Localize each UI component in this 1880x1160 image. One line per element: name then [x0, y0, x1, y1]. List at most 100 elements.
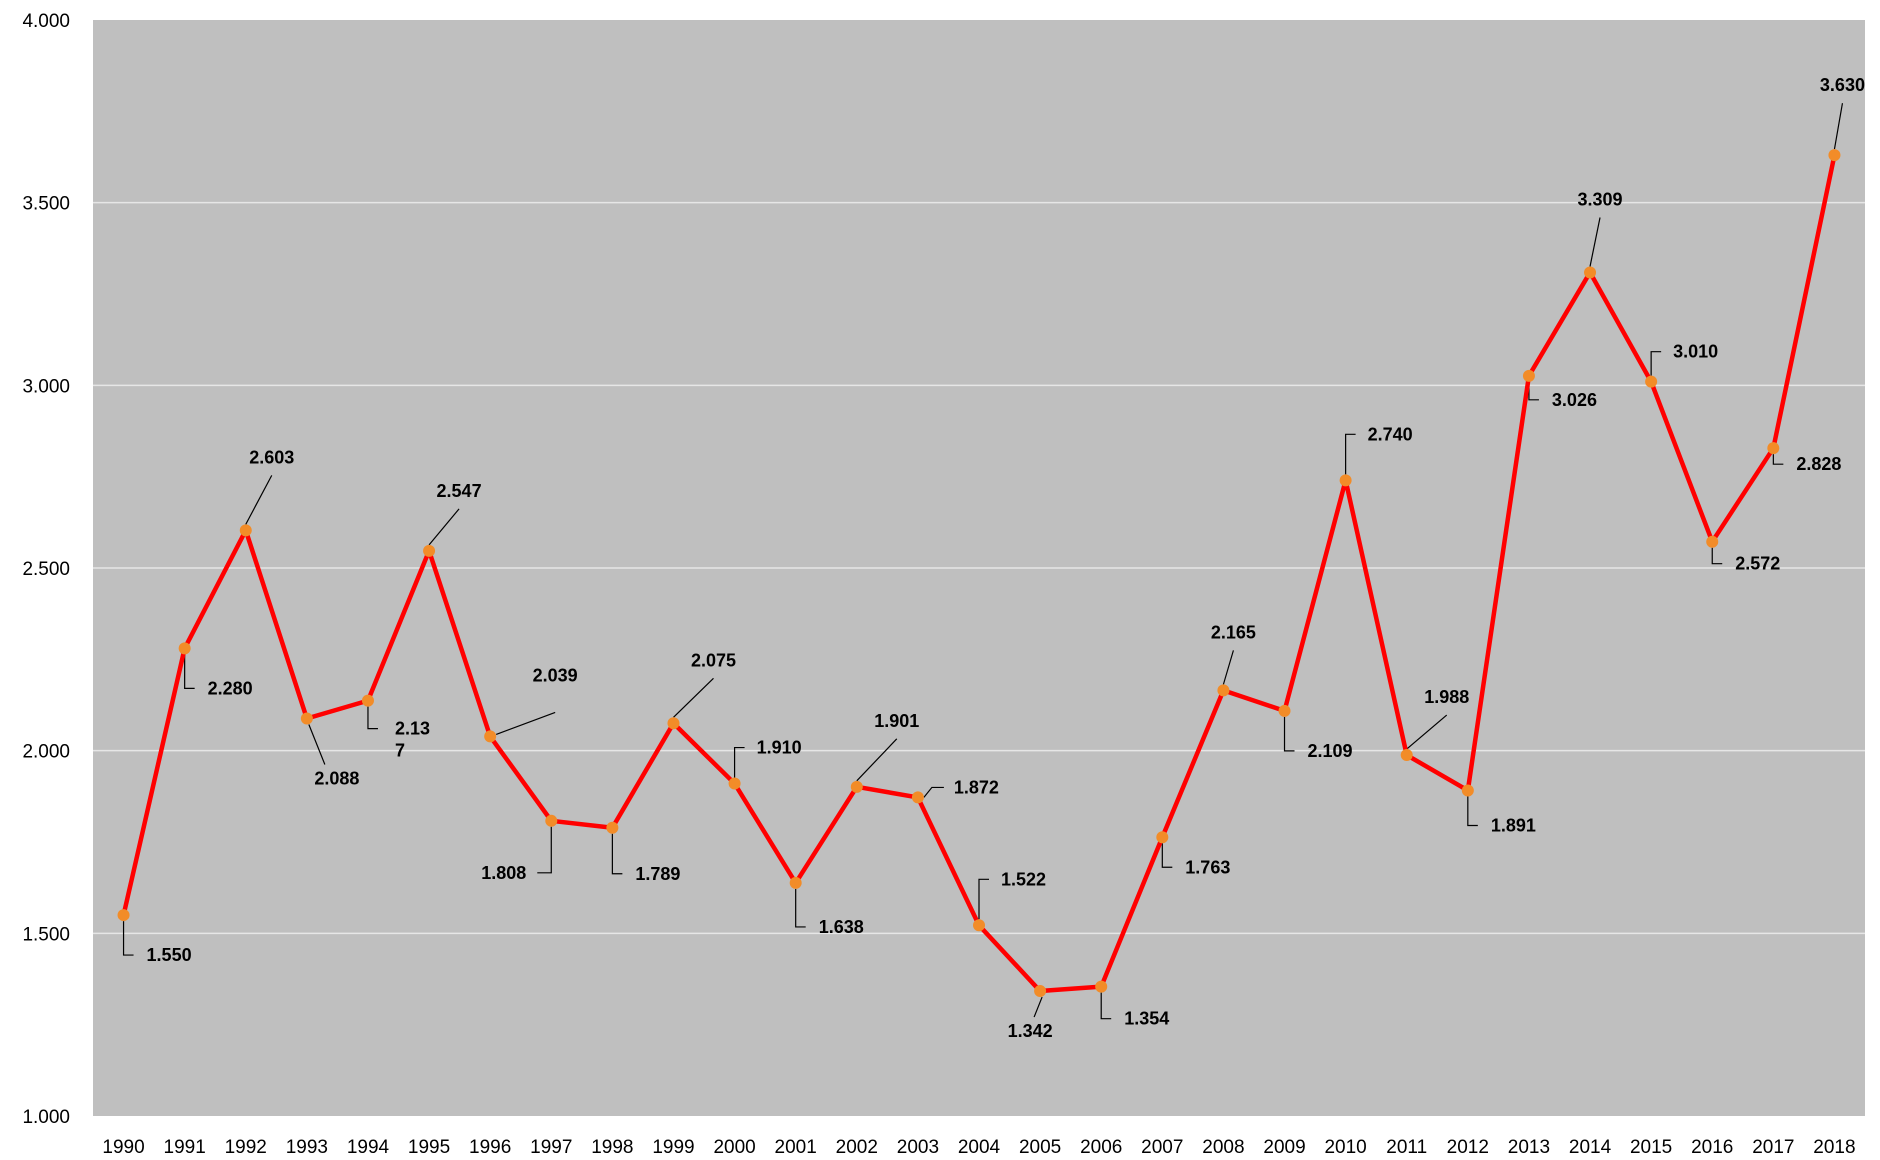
x-tick-label: 2013 [1508, 1137, 1550, 1158]
data-label: 3.309 [1578, 189, 1623, 209]
leader-line [978, 878, 989, 920]
x-tick-label: 1996 [469, 1137, 511, 1158]
data-label: 1.789 [635, 864, 680, 884]
x-tick-label: 2018 [1813, 1137, 1855, 1158]
x-tick-label: 1992 [225, 1137, 267, 1158]
leader-line [1772, 454, 1784, 465]
x-tick-label: 2011 [1386, 1137, 1427, 1158]
data-point [1339, 474, 1352, 487]
data-label: 2.088 [314, 769, 359, 789]
data-point [728, 777, 741, 790]
leader-line [122, 921, 134, 956]
data-point [1584, 266, 1597, 279]
x-tick-label: 2003 [897, 1137, 939, 1158]
x-tick-label: 2008 [1202, 1137, 1244, 1158]
leader-line [1283, 716, 1295, 752]
data-point [1522, 369, 1535, 382]
data-point [545, 814, 558, 827]
leader-line [1033, 996, 1043, 1018]
leader-line [1222, 650, 1234, 685]
data-label: 1.891 [1491, 815, 1536, 835]
data-point [239, 524, 252, 537]
leader-line [367, 706, 378, 730]
data-label: 1.763 [1185, 857, 1230, 877]
data-label: 1.808 [481, 863, 526, 883]
leader-line [673, 677, 714, 718]
data-label: 2.13 [395, 719, 430, 739]
leader-line [611, 833, 623, 875]
x-tick-label: 2004 [958, 1137, 1001, 1158]
data-point [423, 544, 436, 557]
x-tick-label: 1991 [164, 1137, 206, 1158]
x-axis: 1990 1991 1992 1993 1994 1995 1996 1997 1998 1999… [102, 1137, 1855, 1158]
data-label: 2.547 [437, 481, 482, 501]
data-point [789, 876, 802, 889]
leader-line [1833, 103, 1844, 150]
y-tick-label: 3.000 [22, 376, 70, 397]
data-label: 1.901 [874, 711, 919, 731]
data-point [667, 717, 680, 730]
data-point [1217, 684, 1230, 697]
x-tick-label: 1999 [652, 1137, 694, 1158]
leader-line [184, 654, 195, 689]
x-tick-label: 2015 [1630, 1137, 1672, 1158]
data-point [1034, 985, 1047, 998]
leader-line [495, 711, 556, 735]
data-label: 1.522 [1001, 869, 1046, 889]
x-tick-label: 1995 [408, 1137, 450, 1158]
x-tick-label: 2001 [775, 1137, 817, 1158]
leader-line [795, 888, 806, 928]
data-point [1095, 980, 1108, 993]
data-labels: 1.550 2.280 2.603 2.088 2.137 2.547 2.039 1.808… [147, 75, 1865, 1041]
data-point [484, 730, 497, 743]
data-point [1461, 784, 1474, 797]
y-tick-label: 3.500 [22, 194, 70, 215]
x-tick-label: 2014 [1569, 1137, 1612, 1158]
data-label: 2.075 [691, 650, 736, 670]
leader-line [308, 724, 326, 765]
leader-line [1161, 843, 1173, 868]
data-label: 1.342 [1008, 1021, 1053, 1041]
data-label: 2.572 [1735, 554, 1780, 574]
data-label-leaders [122, 103, 1844, 1020]
data-point [1156, 831, 1169, 844]
leader-line [923, 786, 944, 798]
data-point [1400, 749, 1413, 762]
data-label: 3.010 [1673, 342, 1718, 362]
data-point [300, 712, 313, 725]
data-point [117, 909, 130, 922]
data-point [178, 642, 191, 655]
data-label: 2.740 [1368, 424, 1413, 444]
data-label: 2.280 [208, 678, 253, 698]
leader-line [428, 508, 460, 546]
leader-line [1467, 796, 1478, 827]
x-tick-label: 2007 [1141, 1137, 1183, 1158]
leader-line [1406, 714, 1448, 750]
data-point [850, 780, 863, 793]
x-tick-label: 1997 [530, 1137, 572, 1158]
y-tick-label: 2.000 [22, 742, 70, 763]
x-tick-label: 2017 [1752, 1137, 1794, 1158]
x-tick-label: 1998 [591, 1137, 633, 1158]
data-label: 7 [395, 741, 405, 761]
y-tick-label: 2.500 [22, 559, 70, 580]
x-tick-label: 2006 [1080, 1137, 1122, 1158]
data-point [1706, 535, 1719, 548]
data-point [1767, 442, 1780, 455]
y-tick-label: 4.000 [22, 11, 70, 32]
x-tick-label: 2016 [1691, 1137, 1733, 1158]
x-tick-label: 2005 [1019, 1137, 1061, 1158]
data-points [117, 149, 1841, 998]
x-tick-label: 2012 [1447, 1137, 1489, 1158]
data-label: 2.109 [1308, 741, 1353, 761]
x-tick-label: 1994 [347, 1137, 390, 1158]
data-label: 1.638 [819, 917, 864, 937]
y-tick-label: 1.000 [22, 1107, 70, 1128]
x-tick-label: 2010 [1324, 1137, 1366, 1158]
data-label: 3.630 [1820, 75, 1865, 95]
leader-line [856, 738, 898, 782]
data-point [1645, 375, 1658, 388]
data-point [973, 919, 985, 932]
data-label: 1.550 [147, 945, 192, 965]
